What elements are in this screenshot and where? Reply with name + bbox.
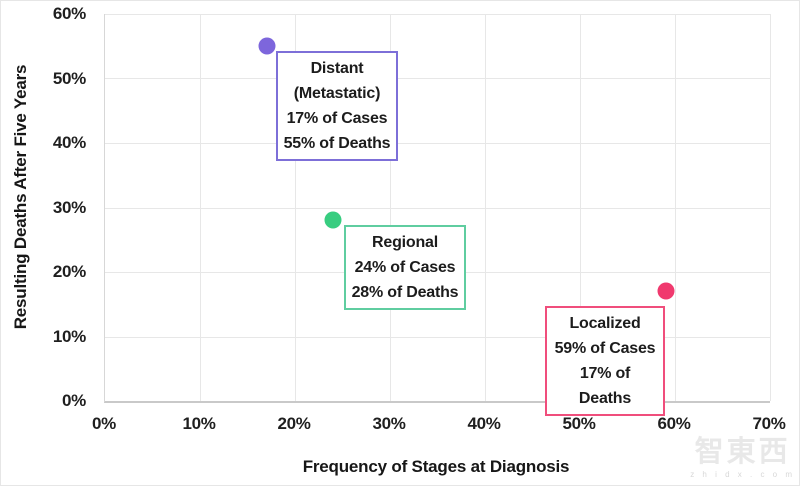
annotation-box-localized: Localized 59% of Cases 17% of Deaths xyxy=(545,306,665,416)
scatter-point-distant xyxy=(258,37,275,55)
annotation-line: 17% of Cases xyxy=(286,110,388,127)
annotation-line: 55% of Deaths xyxy=(283,135,391,152)
gridline-horizontal xyxy=(105,142,770,144)
plot-area: Distant (Metastatic) 17% of Cases 55% of… xyxy=(104,14,771,416)
annotation-box-distant: Distant (Metastatic) 17% of Cases 55% of… xyxy=(276,51,398,161)
annotation-line: (Metastatic) xyxy=(293,85,381,102)
y-axis-title: Resulting Deaths After Five Years xyxy=(11,64,30,330)
annotation-line: Regional xyxy=(372,234,438,251)
gridline-horizontal xyxy=(105,14,770,15)
y-tick-label: 20% xyxy=(52,262,86,281)
annotation-line: 59% of Cases xyxy=(554,340,656,357)
x-axis-title: Frequency of Stages at Diagnosis xyxy=(302,457,570,476)
x-tick-label: 40% xyxy=(467,414,501,433)
x-tick-label: 30% xyxy=(372,414,406,433)
annotation-line: 17% of Deaths xyxy=(578,365,632,407)
gridline-vertical xyxy=(770,14,771,401)
y-tick-label: 60% xyxy=(52,4,86,23)
annotation-line: Localized xyxy=(569,315,641,332)
gridline-horizontal xyxy=(105,78,770,80)
y-tick-label: 40% xyxy=(52,133,86,152)
x-tick-label: 60% xyxy=(657,414,691,433)
x-tick-label: 10% xyxy=(182,414,216,433)
gridline-horizontal xyxy=(105,336,770,338)
annotation-line: 28% of Deaths xyxy=(351,284,459,301)
y-tick-label: 50% xyxy=(52,68,86,88)
x-tick-label: 0% xyxy=(92,414,116,433)
scatter-point-regional xyxy=(324,211,342,229)
annotation-line: 24% of Cases xyxy=(354,259,456,276)
watermark-logo-text: 智東西 xyxy=(694,436,791,468)
watermark-url-text: z h i d x . c o m xyxy=(690,470,795,479)
scatter-point-localized xyxy=(657,282,674,300)
x-tick-label: 50% xyxy=(562,414,596,433)
gridline-horizontal xyxy=(105,207,770,209)
y-tick-label: 10% xyxy=(52,326,86,346)
x-tick-label: 20% xyxy=(277,414,311,433)
annotation-line: Distant xyxy=(310,60,364,77)
annotation-box-regional: Regional 24% of Cases 28% of Deaths xyxy=(344,225,466,310)
watermark: 智東西 z h i d x . c o m xyxy=(690,438,795,479)
y-tick-label: 30% xyxy=(52,197,86,217)
y-tick-label: 0% xyxy=(62,391,86,410)
x-tick-label: 70% xyxy=(752,414,786,433)
